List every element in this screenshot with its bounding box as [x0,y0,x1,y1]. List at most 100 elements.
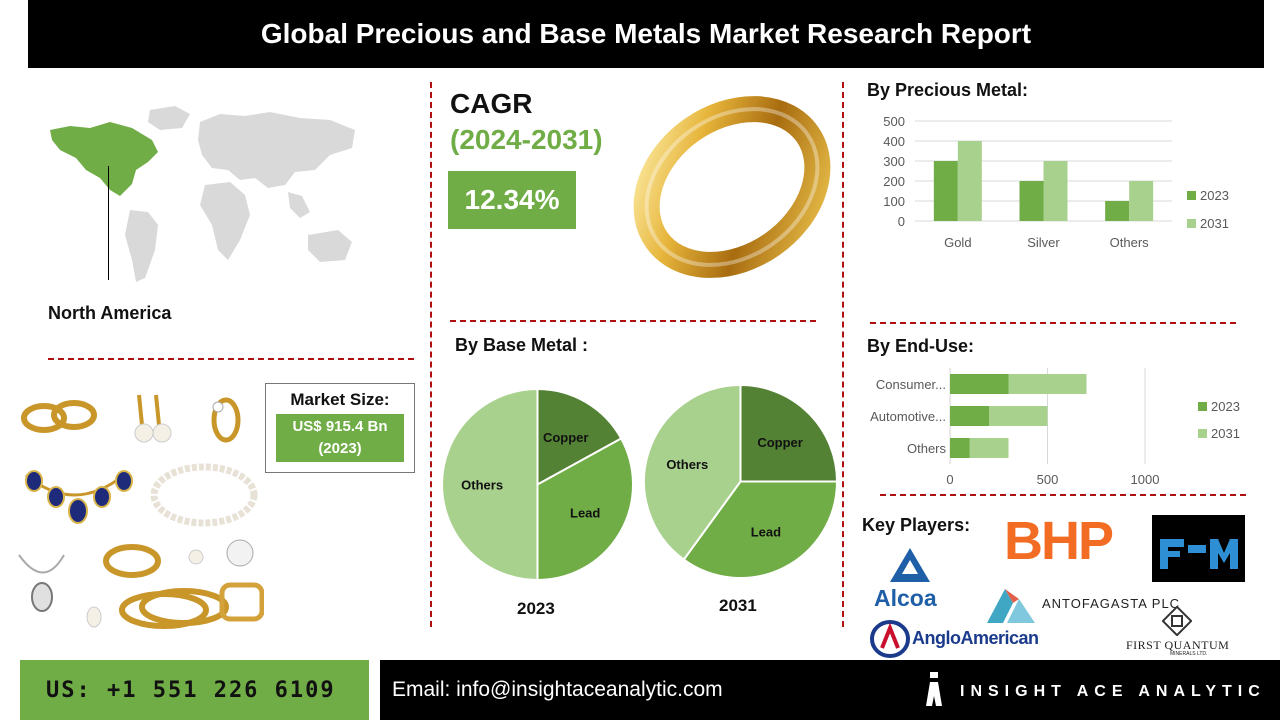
x-tick-label: Others [1110,235,1150,250]
legend-swatch [1187,219,1196,228]
end-use-chart-title: By End-Use: [867,336,975,356]
pie-slice-others [441,387,539,582]
y-category-label: Automotive... [870,409,946,424]
legend-swatch [1198,429,1207,438]
north-america-highlight [50,122,158,196]
fm-logo [1152,515,1245,582]
x-tick-label: Gold [944,235,971,250]
footer-contact-bar: Email: info@insightaceanalytic.com [380,660,1280,720]
precious-metal-bar-chart: 0 100 200 300 400 500 Gold Silver Others 2023 2031 [883,114,1229,250]
bhp-logo: BHP [1004,511,1114,571]
divider-right [842,82,844,627]
insight-ace-logo-icon [926,672,942,706]
antofagasta-logo-text: ANTOFAGASTA PLC [1042,596,1181,611]
pie-2023-caption: 2023 [517,599,555,618]
footer-email[interactable]: Email: info@insightaceanalytic.com [392,678,723,701]
end-use-bar-chart: 0 500 1000 Consumer... Automotive... Others 20… [870,368,1240,487]
pie-slice-lead [682,480,839,579]
market-size-title: Market Size: [290,390,390,409]
base-metal-title: By Base Metal : [455,335,589,355]
legend-label: 2023 [1211,399,1240,414]
legend-label: 2031 [1211,426,1240,441]
divider-h-right-bottom [880,494,1246,496]
y-tick-label: 0 [898,214,905,229]
pie-label-lead: Lead [751,524,781,539]
bar-segment-2023 [950,374,1009,394]
bar-segment-2023 [950,406,989,426]
legend-swatch [1198,402,1207,411]
bar-segment-2031 [969,438,1009,458]
bar-segment-2031 [1008,374,1087,394]
bar-segment-2023 [950,438,970,458]
gold-ring-image [633,96,831,278]
market-size-value: US$ 915.4 Bn [292,418,388,435]
bar-silver-2023 [1019,181,1044,221]
base-metal-pie-2023: Copper Lead Others [441,387,634,582]
footer-brand: INSIGHT ACE ANALYTIC [960,683,1266,700]
y-tick-label: 200 [883,174,905,189]
diamond-icon [226,539,254,567]
bar-segment-2031 [989,406,1048,426]
x-tick-label: 1000 [1131,472,1160,487]
key-players-title: Key Players: [862,515,971,535]
market-size-value-box: US$ 915.4 Bn (2023) [276,414,404,462]
divider-left [430,82,432,627]
pie-label-copper: Copper [543,430,589,445]
divider-h-mid [450,320,816,322]
y-tick-label: 500 [883,114,905,129]
pie-slice-copper [739,383,839,483]
alcoa-logo-icon [890,548,930,582]
pearl-earring-icon [134,423,154,443]
legend-label: 2031 [1200,216,1229,231]
ring-icon [21,403,67,433]
cagr-title: CAGR [450,88,533,119]
cagr-range: (2024-2031) [450,124,603,155]
pie-label-others: Others [666,457,708,472]
anglo-american-logo-icon [870,620,910,658]
pie-2031-caption: 2031 [719,596,757,615]
diamond-ring-icon [211,397,241,443]
y-category-label: Consumer... [876,377,946,392]
first-quantum-logo-subtext: MINERALS LTD. [1170,651,1208,657]
anglo-american-logo-text: AngloAmerican [912,628,1039,648]
y-tick-label: 100 [883,194,905,209]
pie-label-copper: Copper [757,435,803,450]
precious-chart-title: By Precious Metal: [867,80,1029,100]
footer-phone[interactable]: US: +1 551 226 6109 [46,677,336,703]
report-title-banner: Global Precious and Base Metals Market R… [28,0,1264,68]
bar-gold-2023 [933,161,958,221]
market-size-box: Market Size: US$ 915.4 Bn (2023) [265,383,415,473]
pie-slice-copper [536,387,623,487]
bar-silver-2031 [1043,161,1068,221]
y-category-label: Others [907,441,947,456]
region-label: North America [48,303,172,323]
base-metal-pie-2031: Copper Lead Others [643,383,839,579]
first-quantum-logo-icon [1162,606,1192,636]
y-tick-label: 400 [883,134,905,149]
pendant-icon [18,554,65,574]
bracelet-icon [119,588,229,629]
footer-phone-box[interactable]: US: +1 551 226 6109 [20,660,369,720]
world-map [50,106,355,282]
band-ring-icon [103,544,161,578]
report-title: Global Precious and Base Metals Market R… [260,18,1032,49]
legend-swatch [1187,191,1196,200]
market-size-year: (2023) [318,440,362,457]
divider-h-left [48,358,414,360]
pie-label-others: Others [461,478,503,493]
bar-others-2023 [1105,201,1130,221]
jewelry-illustration [18,394,264,629]
first-quantum-logo-text: FIRST QUANTUM [1126,638,1230,652]
cagr-value: 12.34% [464,184,560,215]
bar-gold-2031 [957,141,982,221]
pearl-necklace-icon [150,463,258,527]
y-tick-label: 300 [883,154,905,169]
x-tick-label: 500 [1037,472,1059,487]
pie-slice-others [643,383,742,561]
region-pointer-line [108,166,109,280]
x-tick-label: 0 [946,472,953,487]
pie-slice-lead [536,437,634,582]
alcoa-logo-text: Alcoa [874,585,937,611]
bar-others-2031 [1129,181,1154,221]
legend-label: 2023 [1200,188,1229,203]
